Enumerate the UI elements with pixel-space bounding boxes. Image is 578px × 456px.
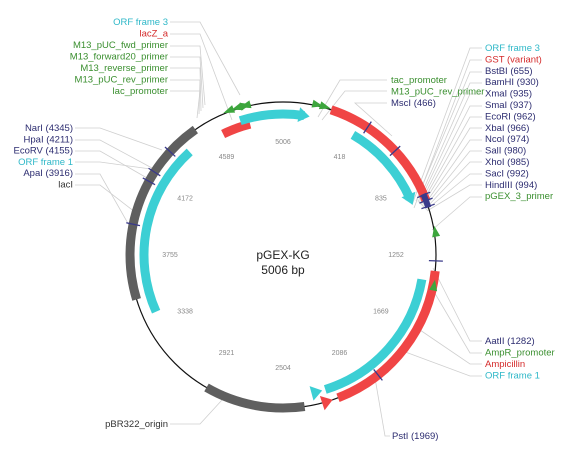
orf-frame-3-right-arrowhead xyxy=(401,191,416,205)
orf-frame-3-top-arc xyxy=(238,109,284,126)
tick-label: 418 xyxy=(334,154,346,161)
label-saci: SacI (992) xyxy=(485,168,529,179)
label-gst: GST (variant) xyxy=(485,54,542,65)
site-mark xyxy=(389,145,401,157)
label-xbai: XbaI (966) xyxy=(485,123,529,134)
label-msci: MscI (466) xyxy=(391,98,436,109)
label-orf3-right: ORF frame 3 xyxy=(485,43,540,54)
laci-arc xyxy=(125,125,198,301)
label-laci: lacI xyxy=(58,180,73,191)
tick-label: 4589 xyxy=(219,154,235,161)
restriction-site-marks xyxy=(126,121,443,381)
site-mark xyxy=(363,121,372,134)
label-ecorv: EcoRV (4155) xyxy=(14,146,74,157)
label-orf3-left: ORF frame 3 xyxy=(113,17,168,28)
site-mark xyxy=(428,259,443,262)
tick-label: 2504 xyxy=(275,365,291,372)
site-mark xyxy=(148,167,161,177)
tick-label: 2086 xyxy=(332,350,348,357)
tick-label: 5006 xyxy=(275,139,291,146)
feature-arcs xyxy=(125,99,441,413)
label-nari: NarI (4345) xyxy=(25,123,73,134)
label-lacz: lacZ_a xyxy=(139,29,168,40)
label-ampr-promoter: AmpR_promoter xyxy=(485,348,555,359)
tick-label: 3755 xyxy=(162,252,178,259)
label-ampicillin: Ampicillin xyxy=(485,359,525,370)
label-orf1-left: ORF frame 1 xyxy=(18,157,73,168)
site-mark xyxy=(373,369,383,381)
plasmid-size: 5006 bp xyxy=(261,263,305,277)
site-mark xyxy=(126,222,141,227)
tick-label: 1669 xyxy=(373,309,389,316)
lac-promoter-arrowhead xyxy=(223,105,236,113)
label-ncoi: NcoI (974) xyxy=(485,134,529,145)
label-hpai: HpaI (4211) xyxy=(24,134,73,145)
tick-label: 2921 xyxy=(219,350,235,357)
label-bamhi: BamHI (930) xyxy=(485,77,539,88)
pbr322-origin-arc xyxy=(204,383,306,413)
ampr-promoter-arrowhead xyxy=(429,279,438,292)
label-sali: SalI (980) xyxy=(485,146,526,157)
orf-frame-3-right-arc xyxy=(350,131,415,201)
mcs-site-cluster xyxy=(420,192,432,209)
position-ticks: 5006 418 835 1252 1669 2086 2504 2921 3338 3755 41… xyxy=(162,139,404,372)
label-tac-promoter: tac_promoter xyxy=(391,75,447,86)
m13-puc-rev-arrowhead xyxy=(318,101,331,110)
label-hindiii: HindIII (994) xyxy=(485,180,537,191)
plasmid-name: pGEX-KG xyxy=(256,248,309,262)
leader-lines xyxy=(75,21,482,437)
m13-primer-arrowhead-c xyxy=(231,102,244,111)
pgex3-primer-arrowhead xyxy=(432,225,441,238)
label-m13-puc-rev-left: M13_pUC_rev_primer xyxy=(75,75,168,86)
label-psti: PstI (1969) xyxy=(392,431,438,442)
label-orf1-right: ORF frame 1 xyxy=(485,371,540,382)
label-bstbi: BstBI (655) xyxy=(485,66,533,77)
label-lac-promoter-left: lac_promoter xyxy=(113,86,168,97)
label-apai: ApaI (3916) xyxy=(23,168,73,179)
orf-frame-3-top-arrowhead xyxy=(297,107,310,122)
tick-label: 1252 xyxy=(388,252,404,259)
label-smai: SmaI (937) xyxy=(485,100,532,111)
labels-left: ORF frame 3lacZ_aM13_pUC_fwd_primerM13_f… xyxy=(14,17,169,430)
label-m13-f20: M13_forward20_primer xyxy=(70,52,168,63)
tick-label: 3338 xyxy=(177,309,193,316)
label-pgex3: pGEX_3_primer xyxy=(485,191,553,202)
site-mark xyxy=(164,146,176,157)
tick-label: 4172 xyxy=(177,196,193,203)
orf-frame-1-right-arrowhead xyxy=(309,386,323,401)
label-pbr322: pBR322_origin xyxy=(105,419,168,430)
label-aatii: AatII (1282) xyxy=(485,336,535,347)
label-m13-puc-rev-mid: M13_pUC_rev_primer xyxy=(391,87,484,98)
m13-primer-arrowhead-b xyxy=(239,100,252,109)
label-xmai: XmaI (935) xyxy=(485,89,532,100)
orf-frame-1-right-arc xyxy=(323,278,427,394)
label-xhoi: XhoI (985) xyxy=(485,157,529,168)
label-m13-fwd: M13_pUC_fwd_primer xyxy=(73,40,168,51)
ampicillin-arrowhead xyxy=(319,396,333,411)
tick-label: 835 xyxy=(375,196,387,203)
ampicillin-arc xyxy=(336,270,440,402)
site-mark xyxy=(142,177,156,186)
label-ecori: EcoRI (962) xyxy=(485,111,536,122)
label-m13-rev: M13_reverse_primer xyxy=(80,63,168,74)
orf-frame-1-left-arc xyxy=(139,148,193,314)
lacz-arc xyxy=(221,119,252,139)
gst-arc xyxy=(329,105,431,202)
